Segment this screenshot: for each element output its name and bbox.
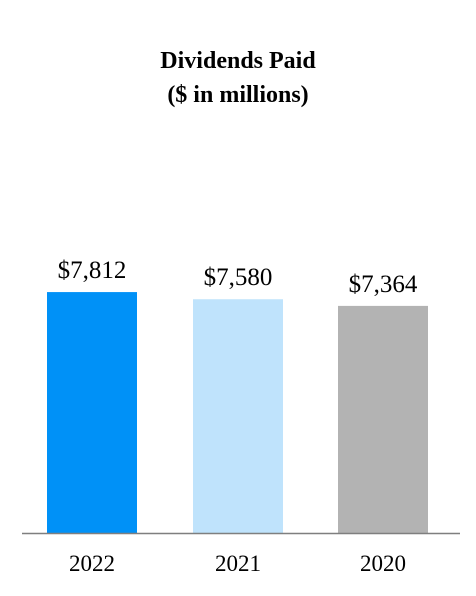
chart-title: Dividends Paid [160, 48, 316, 74]
data-label-2020: $7,364 [349, 271, 418, 298]
bar-2021 [193, 299, 283, 533]
bar-2020 [338, 305, 428, 533]
data-label-2022: $7,812 [58, 257, 127, 284]
x-tick-label-2022: 2022 [69, 551, 115, 576]
bars-group [47, 292, 428, 533]
x-tick-label-2021: 2021 [215, 551, 261, 576]
bar-2022 [47, 292, 137, 533]
x-tick-label-2020: 2020 [360, 551, 406, 576]
data-label-2021: $7,580 [204, 264, 273, 291]
chart-subtitle: ($ in millions) [167, 82, 309, 108]
labels-group: $7,812 2022 $7,580 2021 $7,364 2020 [58, 257, 418, 576]
chart-title-block: Dividends Paid ($ in millions) [0, 44, 476, 112]
